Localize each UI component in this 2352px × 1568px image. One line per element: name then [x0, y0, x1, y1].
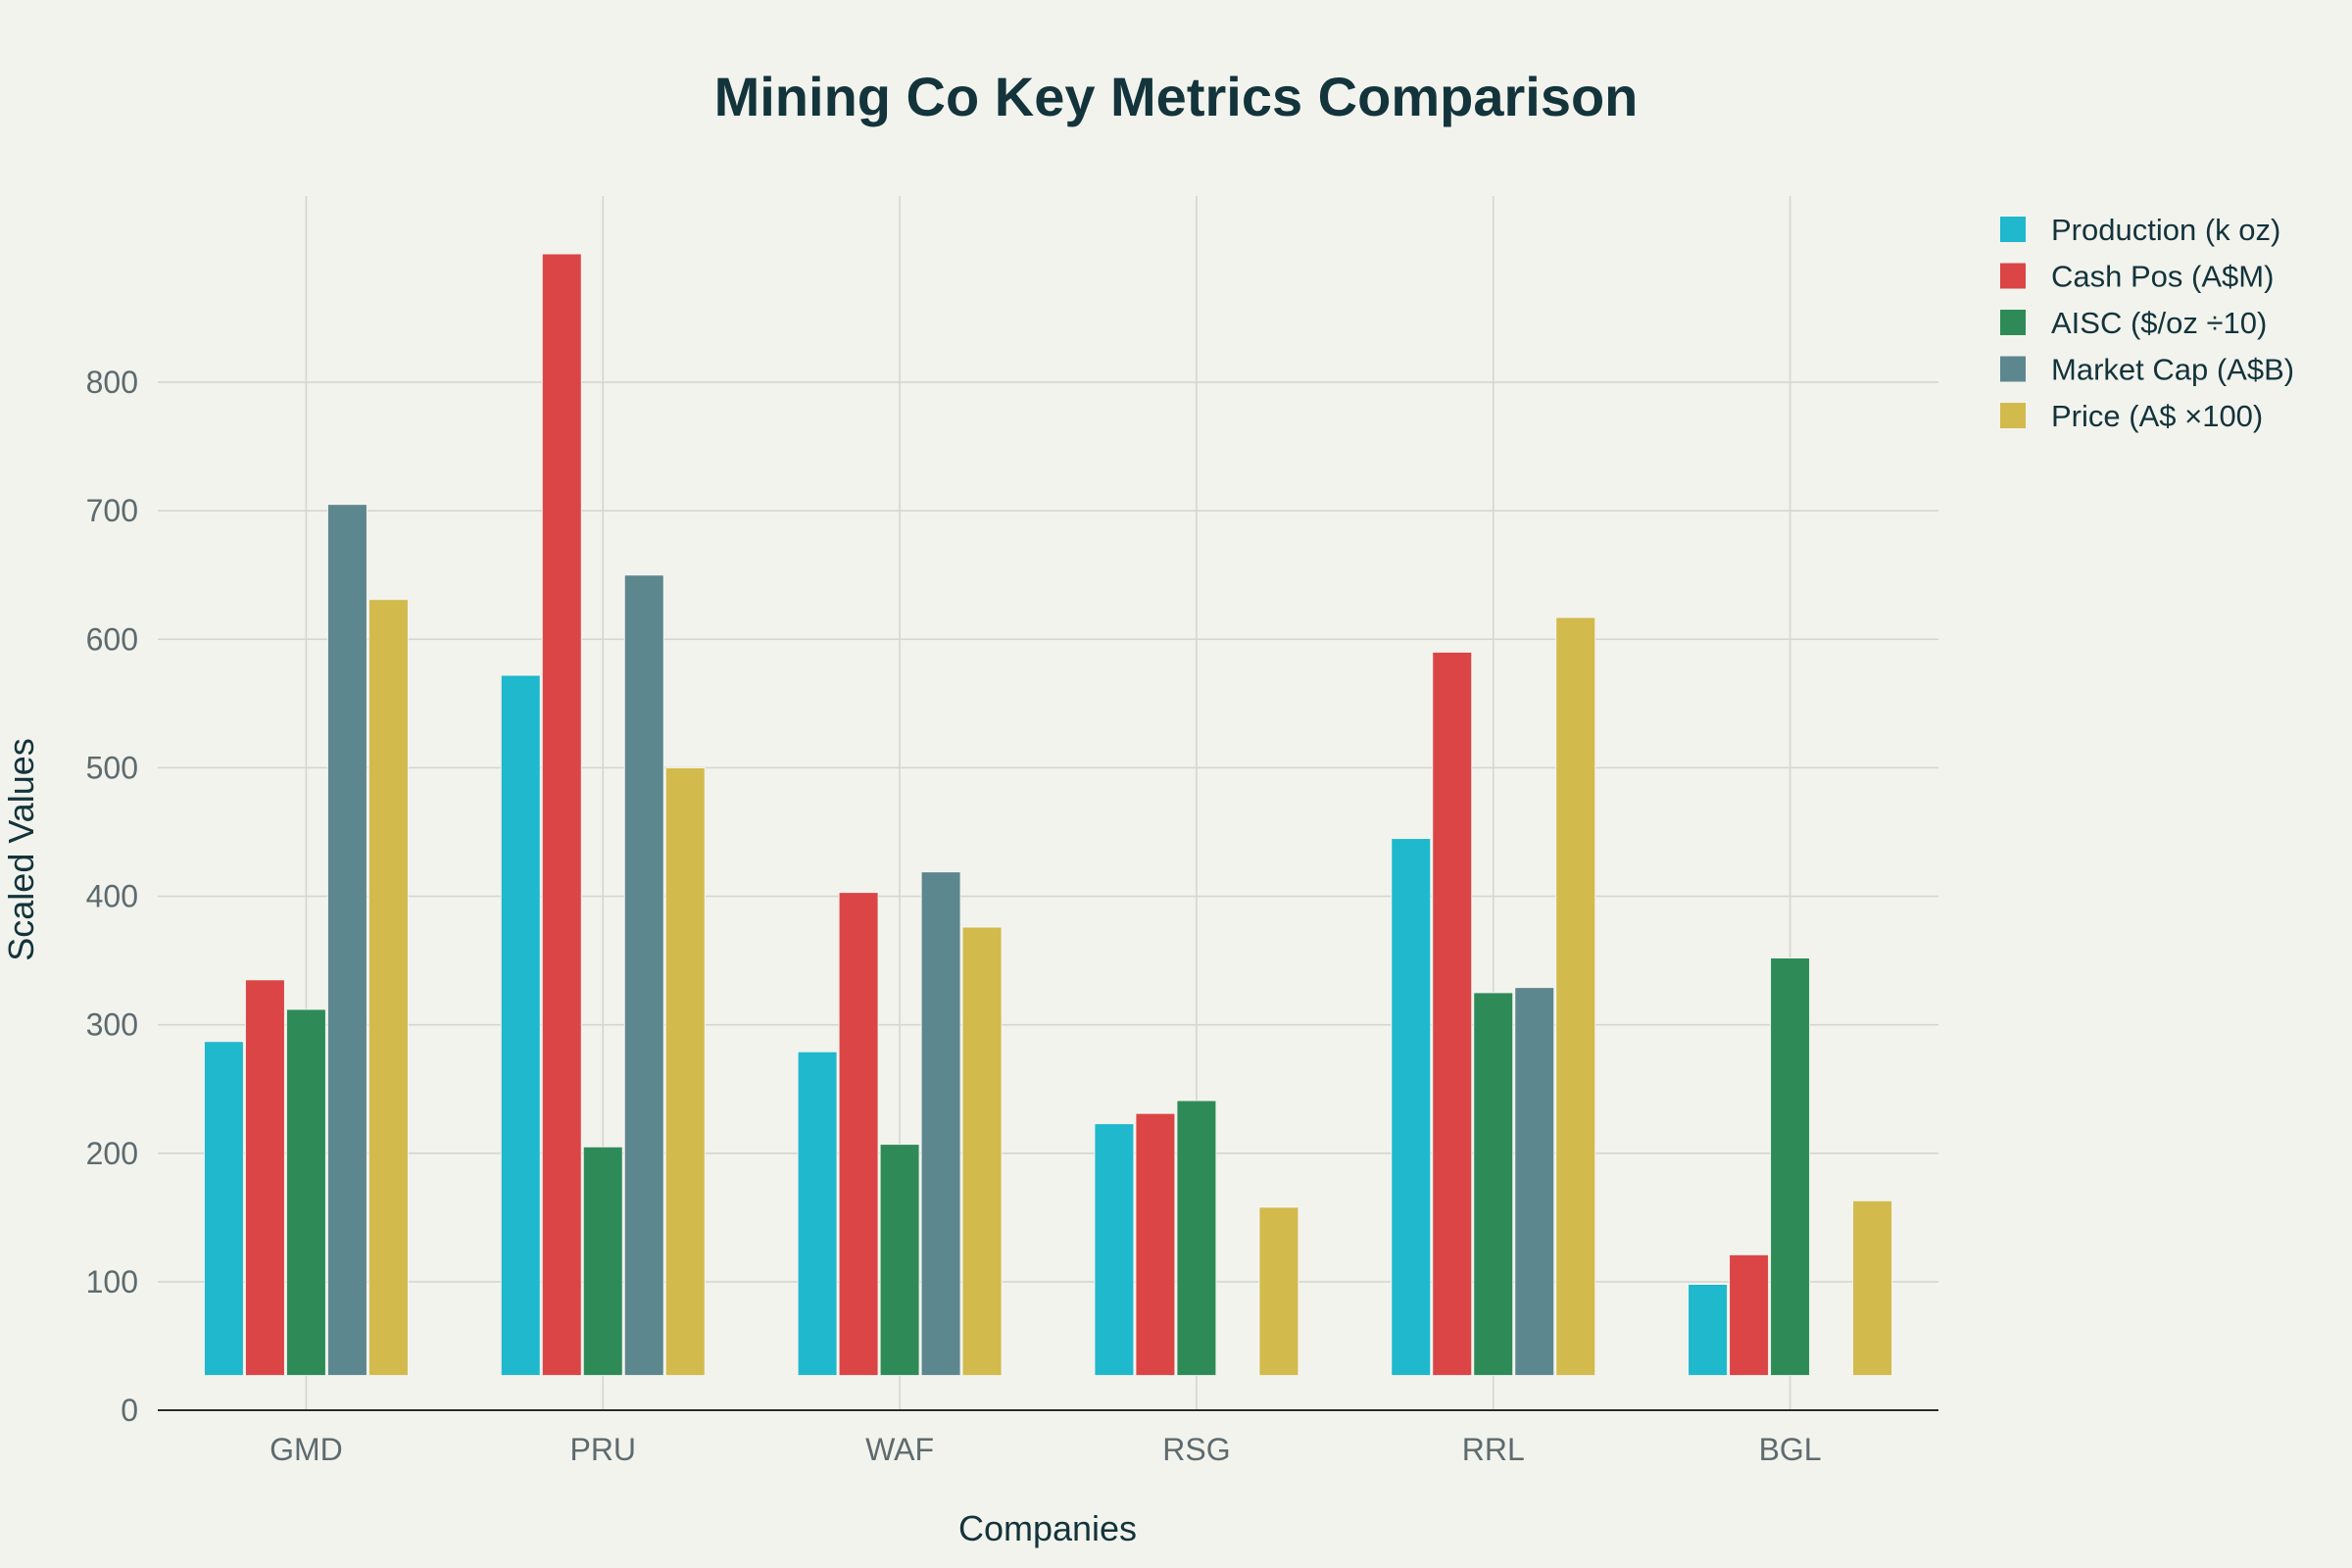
bar-waf-series-2: [838, 892, 879, 1377]
y-tick-label: 0: [121, 1393, 138, 1428]
bar-gmd-series-2: [244, 979, 285, 1377]
y-tick-label: 300: [86, 1007, 138, 1043]
y-tick-label: 400: [86, 879, 138, 914]
legend-label: Market Cap (A$B): [2051, 353, 2294, 387]
legend-label: Price (A$ ×100): [2051, 399, 2263, 433]
legend-label: AISC ($/oz ÷10): [2051, 306, 2267, 340]
y-axis-ticks: 0 100 200 300 400 500 600 700 800: [86, 365, 138, 1428]
bar-rsg-series-1: [1094, 1123, 1135, 1377]
legend-label: Cash Pos (A$M): [2051, 260, 2274, 294]
y-tick-label: 600: [86, 621, 138, 657]
y-tick-label: 700: [86, 493, 138, 528]
bar-gmd-series-1: [203, 1041, 244, 1377]
y-tick-label: 200: [86, 1136, 138, 1171]
legend-swatch: [2000, 310, 2026, 335]
bar-rrl-series-5: [1555, 616, 1596, 1377]
bar-rrl-series-3: [1473, 992, 1514, 1377]
bar-gmd-series-3: [285, 1008, 326, 1377]
bar-pru-series-2: [541, 253, 582, 1377]
bar-pru-series-4: [623, 574, 664, 1377]
bar-waf-series-3: [879, 1144, 920, 1377]
bar-bgl-series-2: [1729, 1253, 1770, 1377]
x-tick-label: PRU: [569, 1432, 636, 1467]
x-tick-label: GMD: [270, 1432, 343, 1467]
bar-pru-series-1: [500, 674, 541, 1377]
x-tick-label: BGL: [1759, 1432, 1822, 1467]
bar-pru-series-5: [664, 766, 706, 1377]
bars: [203, 253, 1893, 1377]
chart-title: Mining Co Key Metrics Comparison: [714, 66, 1639, 127]
bar-bgl-series-1: [1688, 1284, 1729, 1377]
legend: Production (k oz) Cash Pos (A$M) AISC ($/o…: [2000, 213, 2294, 433]
bar-bgl-series-4: [1811, 1374, 1852, 1377]
bar-pru-series-3: [582, 1146, 623, 1377]
legend-swatch: [2000, 403, 2026, 428]
bar-rrl-series-1: [1391, 838, 1432, 1377]
y-tick-label: 100: [86, 1264, 138, 1299]
bar-waf-series-1: [797, 1051, 838, 1377]
y-axis-title: Scaled Values: [1, 738, 41, 960]
bar-bgl-series-3: [1770, 956, 1811, 1377]
bar-rsg-series-4: [1217, 1374, 1258, 1377]
bar-bgl-series-5: [1852, 1200, 1893, 1377]
legend-swatch: [2000, 217, 2026, 242]
bar-rsg-series-3: [1176, 1100, 1217, 1377]
bar-rrl-series-4: [1514, 987, 1555, 1377]
legend-swatch: [2000, 356, 2026, 382]
bar-rrl-series-2: [1432, 651, 1473, 1377]
bar-waf-series-5: [961, 926, 1003, 1377]
x-tick-label: WAF: [865, 1432, 934, 1467]
bar-gmd-series-5: [368, 599, 409, 1377]
bar-rsg-series-2: [1135, 1112, 1176, 1377]
bar-gmd-series-4: [326, 504, 368, 1377]
bar-waf-series-4: [920, 871, 961, 1377]
bar-rsg-series-5: [1258, 1206, 1299, 1377]
legend-label: Production (k oz): [2051, 213, 2280, 247]
x-tick-label: RRL: [1462, 1432, 1525, 1467]
y-tick-label: 800: [86, 365, 138, 400]
x-axis-title: Companies: [958, 1508, 1137, 1548]
x-tick-label: RSG: [1162, 1432, 1230, 1467]
y-tick-label: 500: [86, 750, 138, 785]
legend-swatch: [2000, 263, 2026, 289]
gridlines: [158, 196, 1938, 1410]
x-axis-ticks: GMD PRU WAF RSG RRL BGL: [270, 1432, 1822, 1467]
